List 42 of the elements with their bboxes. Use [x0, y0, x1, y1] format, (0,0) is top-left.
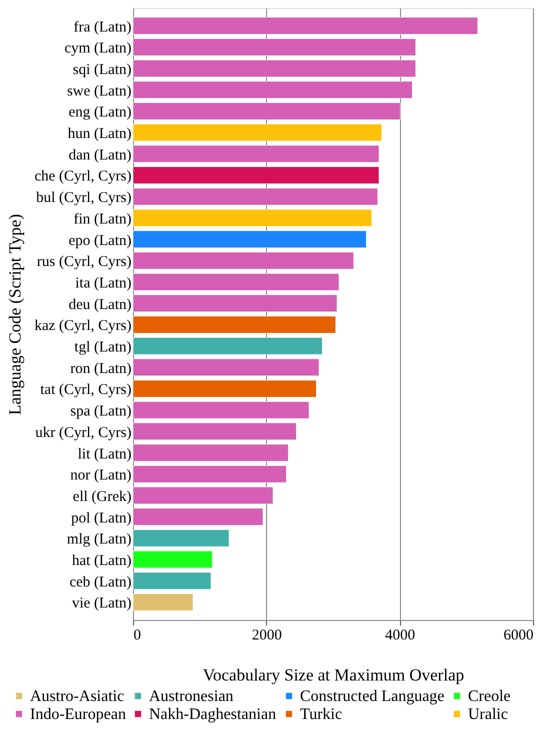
y-tick-label: kaz (Cyrl, Cyrs)	[34, 318, 132, 334]
y-tick-label: ita (Latn)	[75, 275, 132, 292]
y-tick-label: bul (Cyrl, Cyrs)	[36, 190, 132, 206]
y-tick-label: vie (Latn)	[72, 596, 132, 612]
y-tick-label: fin (Latn)	[74, 211, 132, 228]
y-tick-label: ceb (Latn)	[69, 574, 132, 590]
legend-label: Indo-European	[30, 706, 126, 723]
y-tick-label: mlg (Latn)	[66, 532, 132, 548]
y-tick-label: dan (Latn)	[68, 147, 132, 164]
y-tick-label: pol (Latn)	[71, 510, 132, 526]
y-tick-label: hun (Latn)	[68, 126, 132, 142]
y-tick-label: swe (Latn)	[66, 83, 132, 100]
y-tick-label: sqi (Latn)	[72, 62, 132, 78]
x-tick-label: 6000	[504, 628, 534, 644]
y-tick-label: deu (Latn)	[68, 296, 132, 313]
y-axis-title: Language Code (Script Type)	[5, 214, 24, 416]
y-tick-label: ukr (Cyrl, Cyrs)	[35, 424, 132, 441]
y-tick-label: cym (Latn)	[64, 40, 132, 57]
y-tick-label: nor (Latn)	[70, 468, 132, 484]
legend-label: Uralic	[468, 706, 508, 723]
y-tick-label: tgl (Latn)	[74, 340, 132, 356]
legend-label: Nakh-Daghestanian	[149, 706, 276, 723]
y-tick-label: spa (Latn)	[70, 404, 132, 420]
x-axis-title: Vocabulary Size at Maximum Overlap	[202, 666, 464, 684]
y-tick-label: fra (Latn)	[74, 19, 132, 36]
y-tick-label: ell (Grek)	[72, 488, 132, 505]
legend-label: Constructed Language	[300, 688, 444, 705]
y-tick-label: epo (Latn)	[68, 232, 132, 249]
legend-label: Turkic	[300, 706, 342, 723]
x-tick-label: 0	[134, 628, 141, 644]
legend-label: Austronesian	[149, 688, 234, 705]
legend-label: Creole	[468, 688, 511, 705]
x-tick-label: 4000	[385, 628, 416, 644]
legend-label: Austro-Asiatic	[30, 688, 124, 705]
y-tick-label: hat (Latn)	[72, 552, 132, 569]
y-tick-label: rus (Cyrl, Cyrs)	[36, 254, 132, 270]
y-tick-label: eng (Latn)	[68, 104, 132, 121]
y-tick-label: lit (Latn)	[78, 446, 132, 462]
y-tick-label: tat (Cyrl, Cyrs)	[40, 382, 132, 398]
x-tick-label: 2000	[252, 628, 282, 644]
y-tick-label: ron (Latn)	[70, 360, 132, 377]
y-tick-label: che (Cyrl, Cyrs)	[34, 168, 132, 185]
